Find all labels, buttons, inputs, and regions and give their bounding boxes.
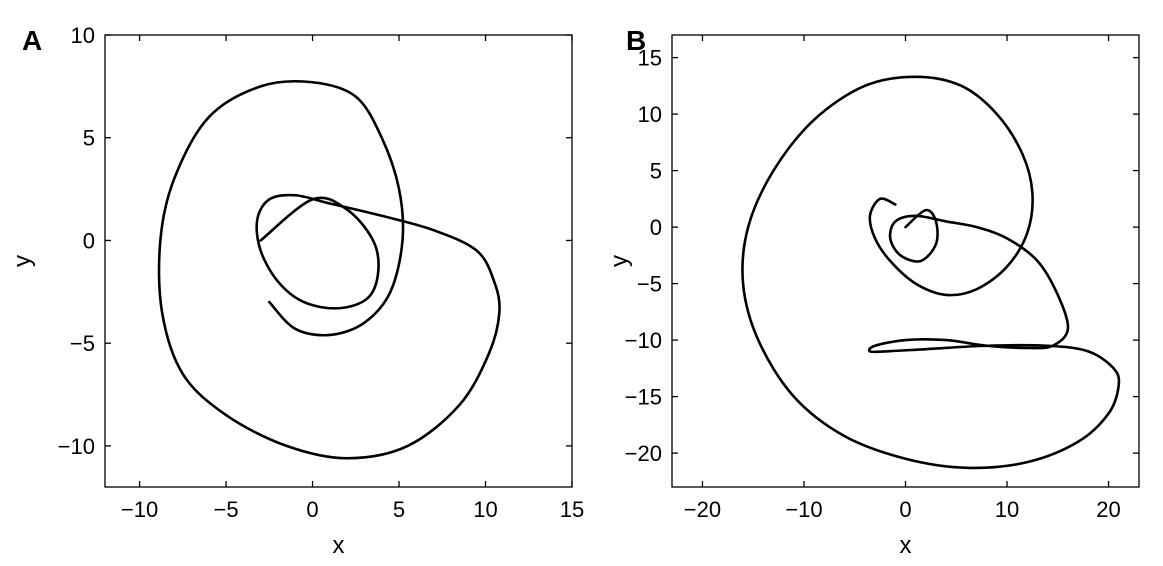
panel-label: A bbox=[22, 25, 42, 56]
trajectory-series-1 bbox=[157, 79, 501, 460]
x-tick-label: 20 bbox=[1096, 497, 1120, 522]
x-axis-label: x bbox=[900, 532, 912, 559]
x-tick-label: 0 bbox=[306, 497, 318, 522]
y-tick-label: 0 bbox=[650, 215, 662, 240]
x-tick-label: 10 bbox=[995, 497, 1019, 522]
x-axis-label: x bbox=[333, 532, 345, 559]
x-tick-label: −20 bbox=[684, 497, 721, 522]
y-tick-label: 10 bbox=[71, 23, 95, 48]
y-tick-label: −10 bbox=[58, 434, 95, 459]
x-tick-label: 10 bbox=[473, 497, 497, 522]
y-axis-label: y bbox=[9, 255, 36, 267]
y-tick-label: 5 bbox=[650, 159, 662, 184]
panel-label: B bbox=[626, 25, 646, 56]
panel-b: −20 −10 0 10 20 −20 −15 −10 −5 0 5 10 15 x y B bbox=[606, 25, 1140, 559]
y-tick-label: −10 bbox=[625, 328, 662, 353]
y-tick-label: −15 bbox=[625, 385, 662, 410]
axes-frame bbox=[104, 34, 573, 488]
x-tick-label: −10 bbox=[785, 497, 822, 522]
y-tick-label: −20 bbox=[625, 441, 662, 466]
x-tick-label: 0 bbox=[899, 497, 911, 522]
x-tick-label: −10 bbox=[121, 497, 158, 522]
y-tick-label: −5 bbox=[70, 331, 95, 356]
y-axis-label: y bbox=[606, 255, 633, 267]
panel-a: −10 −5 0 5 10 15 −10 −5 0 5 10 x y A bbox=[9, 23, 584, 559]
y-tick-label: 5 bbox=[83, 126, 95, 151]
y-tick-label: 15 bbox=[638, 46, 662, 71]
y-tick-label: 0 bbox=[83, 228, 95, 253]
x-tick-label: 5 bbox=[393, 497, 405, 522]
x-tick-label: 15 bbox=[560, 497, 584, 522]
y-tick-label: 10 bbox=[638, 102, 662, 127]
y-tick-label: −5 bbox=[637, 272, 662, 297]
trajectory-series-1 bbox=[741, 75, 1121, 470]
x-tick-label: −5 bbox=[214, 497, 239, 522]
